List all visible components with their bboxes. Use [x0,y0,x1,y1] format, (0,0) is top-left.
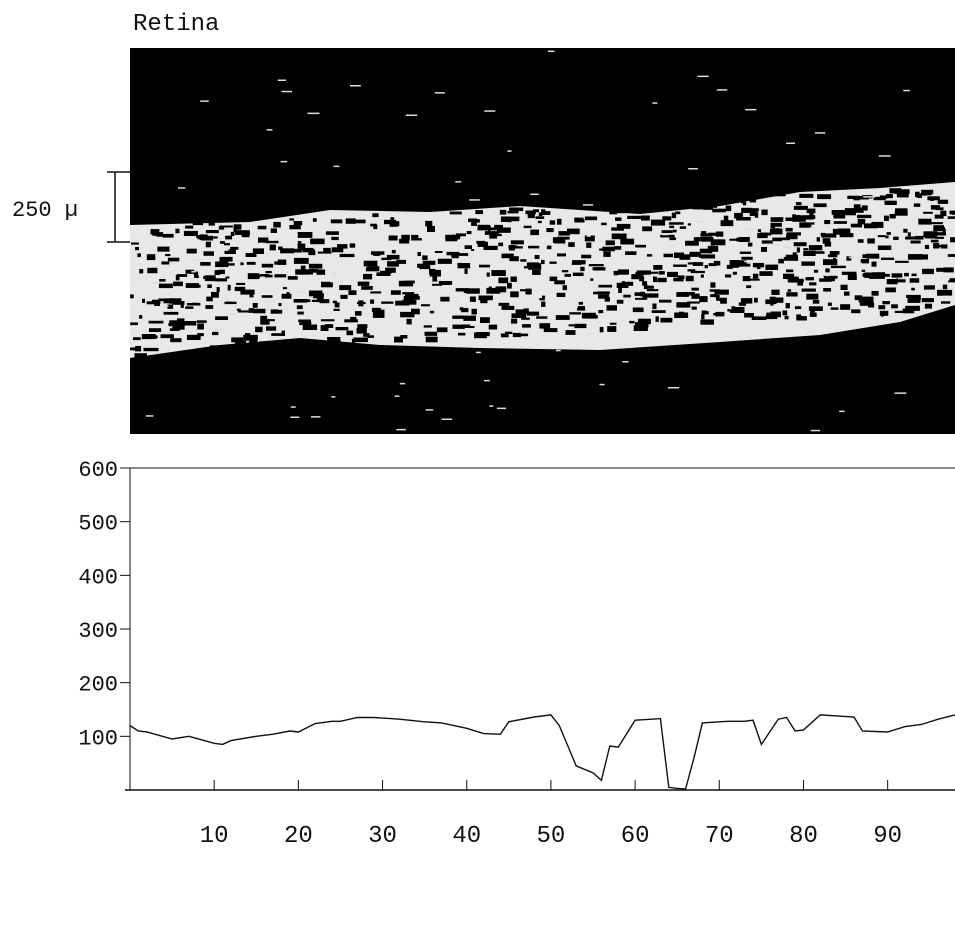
y-tick-labels: 100 200 300 400 500 600 [78,458,118,751]
x-tick-label-70: 70 [705,823,734,850]
y-tick-label-500: 500 [78,512,118,537]
thickness-line [129,714,955,790]
retina-scan-image [130,48,955,434]
scale-bar: 250 µ [12,171,130,243]
y-ticks [120,467,130,737]
x-tick-label-10: 10 [200,823,229,850]
x-tick-label-60: 60 [621,823,650,850]
scale-bar-label: 250 µ [12,198,78,223]
y-tick-label-300: 300 [78,619,118,644]
x-tick-label-50: 50 [537,823,566,850]
x-tick-label-40: 40 [452,823,481,850]
x-tick-label-90: 90 [873,823,902,850]
speckle-texture [130,50,955,432]
x-tick-labels: 10 20 30 40 50 60 70 80 90 [200,823,902,850]
y-tick-label-600: 600 [78,458,118,483]
x-ticks [213,780,889,790]
x-tick-label-80: 80 [789,823,818,850]
x-tick-label-30: 30 [368,823,397,850]
x-tick-label-20: 20 [284,823,313,850]
image-title: Retina [133,11,219,38]
y-tick-label-200: 200 [78,673,118,698]
y-tick-label-100: 100 [78,726,118,751]
y-tick-label-400: 400 [78,565,118,590]
thickness-plot: 100 200 300 400 500 600 10 20 30 40 50 60 70 80 90 [78,458,955,850]
